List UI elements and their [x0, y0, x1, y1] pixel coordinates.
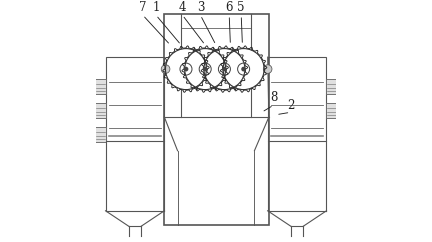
Circle shape [185, 49, 226, 90]
Bar [268, 57, 327, 141]
Circle shape [223, 68, 226, 71]
Circle shape [242, 68, 245, 71]
Bar [95, 128, 106, 142]
Bar [326, 103, 337, 118]
Circle shape [204, 49, 245, 90]
Bar [326, 79, 337, 94]
Circle shape [223, 49, 264, 90]
Circle shape [203, 68, 207, 71]
Circle shape [184, 68, 187, 71]
Text: 7: 7 [139, 1, 146, 14]
Text: 5: 5 [238, 1, 245, 14]
Bar [105, 57, 164, 141]
Bar [164, 14, 269, 225]
Text: 2: 2 [287, 98, 294, 112]
Circle shape [165, 49, 206, 90]
Bar [95, 103, 106, 118]
Circle shape [264, 65, 272, 73]
Text: 4: 4 [178, 1, 186, 14]
Text: 6: 6 [226, 1, 233, 14]
Text: 1: 1 [152, 1, 160, 14]
Text: 3: 3 [197, 1, 204, 14]
Circle shape [161, 65, 170, 73]
Text: 8: 8 [270, 91, 277, 104]
Bar [95, 79, 106, 94]
